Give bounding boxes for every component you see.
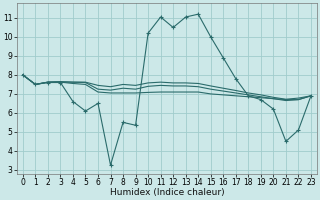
X-axis label: Humidex (Indice chaleur): Humidex (Indice chaleur)	[109, 188, 224, 197]
